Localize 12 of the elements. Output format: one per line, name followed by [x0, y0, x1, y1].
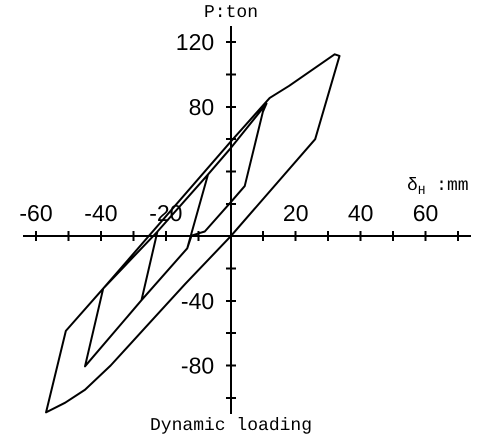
y-tick-label: 120 [176, 29, 214, 56]
x-tick-label: 60 [412, 200, 438, 226]
x-tick-label: 40 [348, 200, 374, 226]
text: Dynamic loading [150, 416, 312, 436]
x-tick-label: -60 [19, 200, 53, 226]
y-tick-label: -40 [180, 288, 214, 314]
y-tick-label: 80 [188, 94, 214, 120]
y-tick-label: -80 [180, 352, 214, 379]
x-tick-label: 20 [282, 200, 308, 226]
x-tick-label: -40 [84, 200, 118, 226]
x-axis-title: δ$_{H}$ :mm [407, 176, 469, 198]
y-axis-title: P:ton [204, 3, 258, 23]
